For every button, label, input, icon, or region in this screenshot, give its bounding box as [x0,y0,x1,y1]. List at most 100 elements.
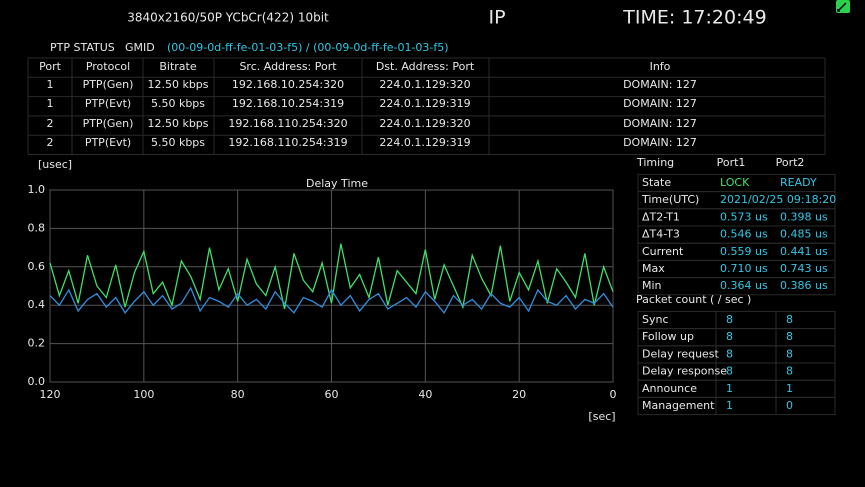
x-unit: [sec] [588,410,615,423]
table-cell: PTP(Evt) [85,97,131,110]
x-tick-label: 80 [231,388,245,401]
table-cell: 5.50 kbps [151,97,205,110]
y-unit: [usec] [38,158,72,171]
row-label: ΔT4-T3 [642,228,680,241]
table-cell: 192.168.10.254:320 [232,78,344,91]
row-value: 8 [726,313,733,326]
table-cell: 2 [47,136,54,149]
row-label: Min [642,279,662,292]
table-header: Protocol [86,60,130,73]
row-value: 0.559 us [720,245,768,258]
row-value: 8 [786,313,793,326]
row-value: 8 [786,330,793,343]
row-label: Current [642,245,684,258]
x-tick-label: 60 [325,388,339,401]
row-value: 8 [726,347,733,360]
table-cell: 224.0.1.129:320 [379,78,470,91]
table-cell: DOMAIN: 127 [623,136,697,149]
row-value: 1 [726,382,733,395]
ptp-title: PTP STATUS [50,41,115,54]
row-label: Announce [642,382,697,395]
x-tick-label: 20 [512,388,526,401]
x-tick-label: 40 [418,388,432,401]
table-cell: DOMAIN: 127 [623,117,697,130]
data-line [49,243,614,310]
table-header: Src. Address: Port [239,60,337,73]
row-label: Time(UTC) [641,193,699,206]
row-value: 0.485 us [780,228,828,241]
table-cell: DOMAIN: 127 [623,78,697,91]
row-value: 8 [726,365,733,378]
port-header: Port1 [717,156,746,169]
row-value: 2021/02/25 09:18:20 [720,193,836,206]
table-cell: 192.168.110.254:320 [228,117,347,130]
y-tick-label: 0.2 [28,337,46,350]
x-tick-label: 120 [40,388,61,401]
row-value: 1 [726,399,733,412]
table-cell: 12.50 kbps [147,78,208,91]
row-value: 1 [786,382,793,395]
row-label: Delay request [642,347,720,360]
gmid-label: GMID [125,41,155,54]
table-cell: 192.168.10.254:319 [232,97,344,110]
video-format: 3840x2160/50P YCbCr(422) 10bit [127,11,329,25]
row-label: State [642,176,671,189]
port-header: Port2 [776,156,805,169]
row-value: 0.398 us [780,210,828,223]
table-header: Port [39,60,61,73]
row-value: 0.710 us [720,262,768,275]
data-line [49,286,614,315]
packets-title: Packet count ( / sec ) [636,293,751,306]
table-cell: 1 [47,78,54,91]
gmid: (00-09-0d-ff-fe-01-03-f5) / (00-09-0d-ff… [167,41,449,54]
table-cell: 224.0.1.129:320 [379,117,470,130]
chart-title: Delay Time [306,177,368,190]
row-label: Management [642,399,715,412]
cell [637,277,836,296]
mode: IP [488,7,505,29]
cell [637,396,836,416]
table-cell: 5.50 kbps [151,136,205,149]
y-tick-label: 0.8 [28,221,46,234]
table-cell: 1 [47,97,54,110]
row-value: 8 [786,365,793,378]
table-cell: 224.0.1.129:319 [379,136,470,149]
row-value: 0.546 us [720,228,768,241]
table-cell: PTP(Gen) [83,78,134,91]
row-value: 0.573 us [720,210,768,223]
x-tick-label: 0 [610,388,617,401]
row-value: 8 [786,347,793,360]
row-label: Delay response [642,365,727,378]
table-header: Dst. Address: Port [376,60,475,73]
edit-icon[interactable] [836,0,850,13]
row-value: 0 [786,399,793,412]
row-value: 0.386 us [780,279,828,292]
clock: TIME: 17:20:49 [622,7,766,29]
table-cell: 2 [47,117,54,130]
row-label: Sync [642,313,669,326]
table-header: Bitrate [159,60,196,73]
y-tick-label: 0.6 [28,260,46,273]
row-value: 0.441 us [780,245,828,258]
row-value: 0.743 us [780,262,828,275]
y-tick-label: 0.0 [28,375,46,388]
table-cell: 12.50 kbps [147,117,208,130]
row-value: 0.364 us [720,279,768,292]
table-cell: 224.0.1.129:319 [379,97,470,110]
table-cell: PTP(Evt) [85,136,131,149]
table-header: Info [650,60,671,73]
table-cell: 192.168.110.254:319 [228,136,347,149]
y-tick-label: 1.0 [28,183,46,196]
table-cell: DOMAIN: 127 [623,97,697,110]
row-value: LOCK [720,176,750,189]
table-cell: PTP(Gen) [83,117,134,130]
row-label: Follow up [642,330,694,343]
row-label: Max [642,262,665,275]
x-tick-label: 100 [133,388,154,401]
y-tick-label: 0.4 [28,298,46,311]
row-label: ΔT2-T1 [642,210,680,223]
row-value: 8 [726,330,733,343]
row-value: READY [780,176,817,189]
